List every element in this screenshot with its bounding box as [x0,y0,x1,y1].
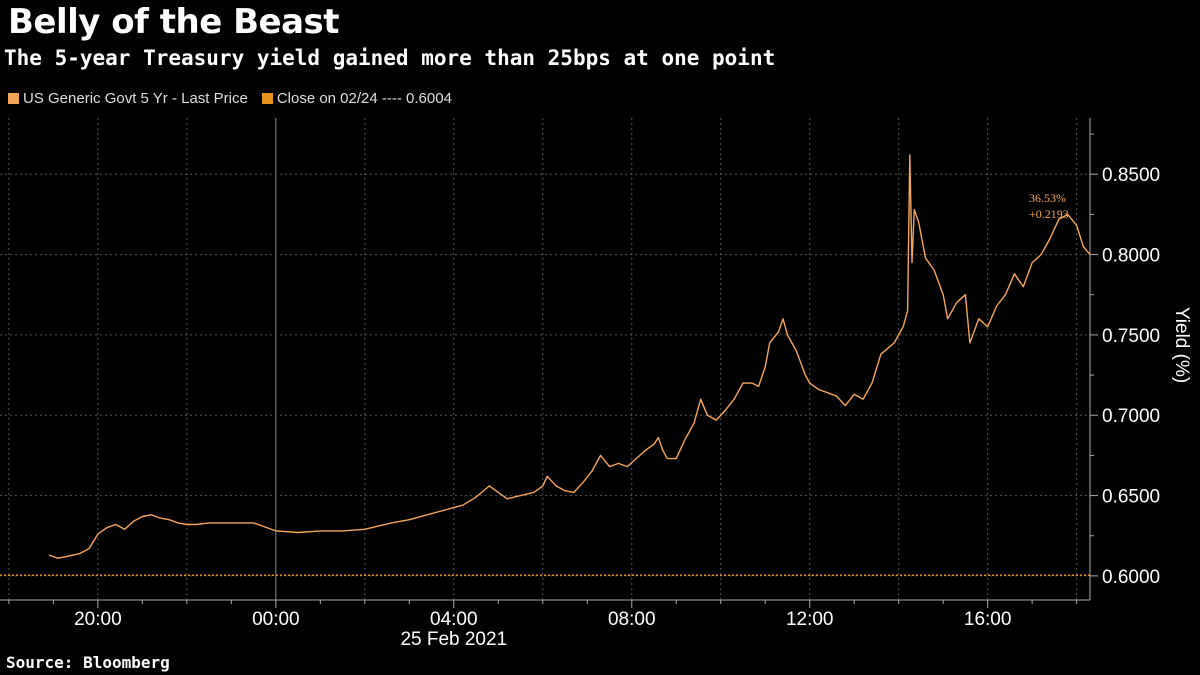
series-layer [0,154,1091,577]
chart-title: Belly of the Beast [8,2,340,42]
series-line [48,154,1091,559]
legend-item-series: US Generic Govt 5 Yr - Last Price [8,90,248,107]
x-tick-label: 08:00 [608,609,656,630]
x-tick-label: 00:00 [252,609,300,630]
y-axis-label: Yield (%) [1171,307,1192,383]
legend-label-close: Close on 02/24 ---- 0.6004 [276,90,452,107]
chart-subtitle: The 5-year Treasury yield gained more th… [4,46,776,70]
x-tick-label: 12:00 [786,609,834,630]
y-tick-label: 0.8000 [1102,246,1160,267]
legend: US Generic Govt 5 Yr - Last Price Close … [8,90,466,107]
tick-labels: 36.53% +0.2193 0.6000 0.6500 0.7000 0.7500 0.8… [74,165,1192,650]
y-tick-label: 0.7500 [1102,326,1160,347]
x-axis-label: 25 Feb 2021 [400,629,507,650]
y-tick-label: 0.6000 [1102,567,1160,588]
x-tick-label: 20:00 [74,609,122,630]
legend-label-series: US Generic Govt 5 Yr - Last Price [23,90,248,107]
axes [0,118,1098,608]
annotation-pct: 36.53% [1029,191,1066,205]
legend-item-close: Close on 02/24 ---- 0.6004 [261,90,452,107]
x-tick-label: 04:00 [430,609,478,630]
y-tick-label: 0.8500 [1102,165,1160,186]
y-tick-label: 0.6500 [1102,487,1160,508]
y-tick-label: 0.7000 [1102,406,1160,427]
x-tick-label: 16:00 [964,609,1012,630]
grid [0,118,1090,600]
legend-swatch-close [261,93,273,104]
source-note: Source: Bloomberg [6,653,170,672]
annotation-change: +0.2193 [1029,207,1069,221]
legend-swatch-series [8,93,19,104]
